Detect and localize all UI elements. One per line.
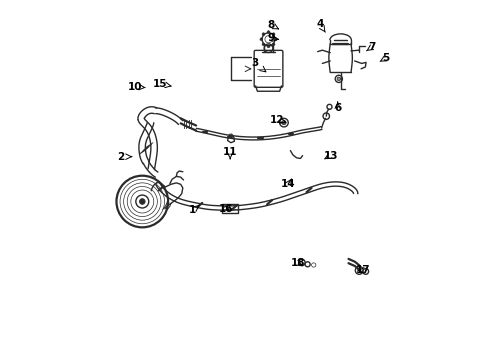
Text: 10: 10 bbox=[128, 82, 142, 92]
Circle shape bbox=[272, 43, 274, 46]
Circle shape bbox=[262, 33, 264, 36]
Text: 5: 5 bbox=[382, 53, 389, 63]
Text: 16: 16 bbox=[218, 204, 233, 215]
Bar bbox=[222, 204, 238, 213]
Text: 9: 9 bbox=[267, 33, 274, 43]
Circle shape bbox=[281, 121, 285, 125]
Text: 17: 17 bbox=[356, 265, 370, 275]
Text: 18: 18 bbox=[290, 258, 304, 268]
Circle shape bbox=[260, 38, 262, 41]
Text: 13: 13 bbox=[323, 150, 337, 161]
Text: 4: 4 bbox=[315, 19, 323, 29]
Circle shape bbox=[139, 199, 145, 204]
Text: 12: 12 bbox=[270, 115, 284, 125]
Text: 7: 7 bbox=[367, 42, 375, 52]
Circle shape bbox=[266, 45, 269, 48]
Text: 15: 15 bbox=[153, 79, 167, 89]
Text: 3: 3 bbox=[251, 58, 258, 68]
Text: 8: 8 bbox=[267, 20, 274, 30]
Circle shape bbox=[274, 38, 277, 41]
Circle shape bbox=[336, 77, 340, 81]
Text: 14: 14 bbox=[281, 179, 295, 189]
Circle shape bbox=[266, 31, 269, 33]
Text: 11: 11 bbox=[223, 147, 237, 157]
Text: 2: 2 bbox=[117, 152, 124, 162]
Circle shape bbox=[262, 43, 264, 46]
Circle shape bbox=[272, 33, 274, 36]
Text: 1: 1 bbox=[188, 206, 196, 216]
Text: 6: 6 bbox=[333, 103, 341, 113]
